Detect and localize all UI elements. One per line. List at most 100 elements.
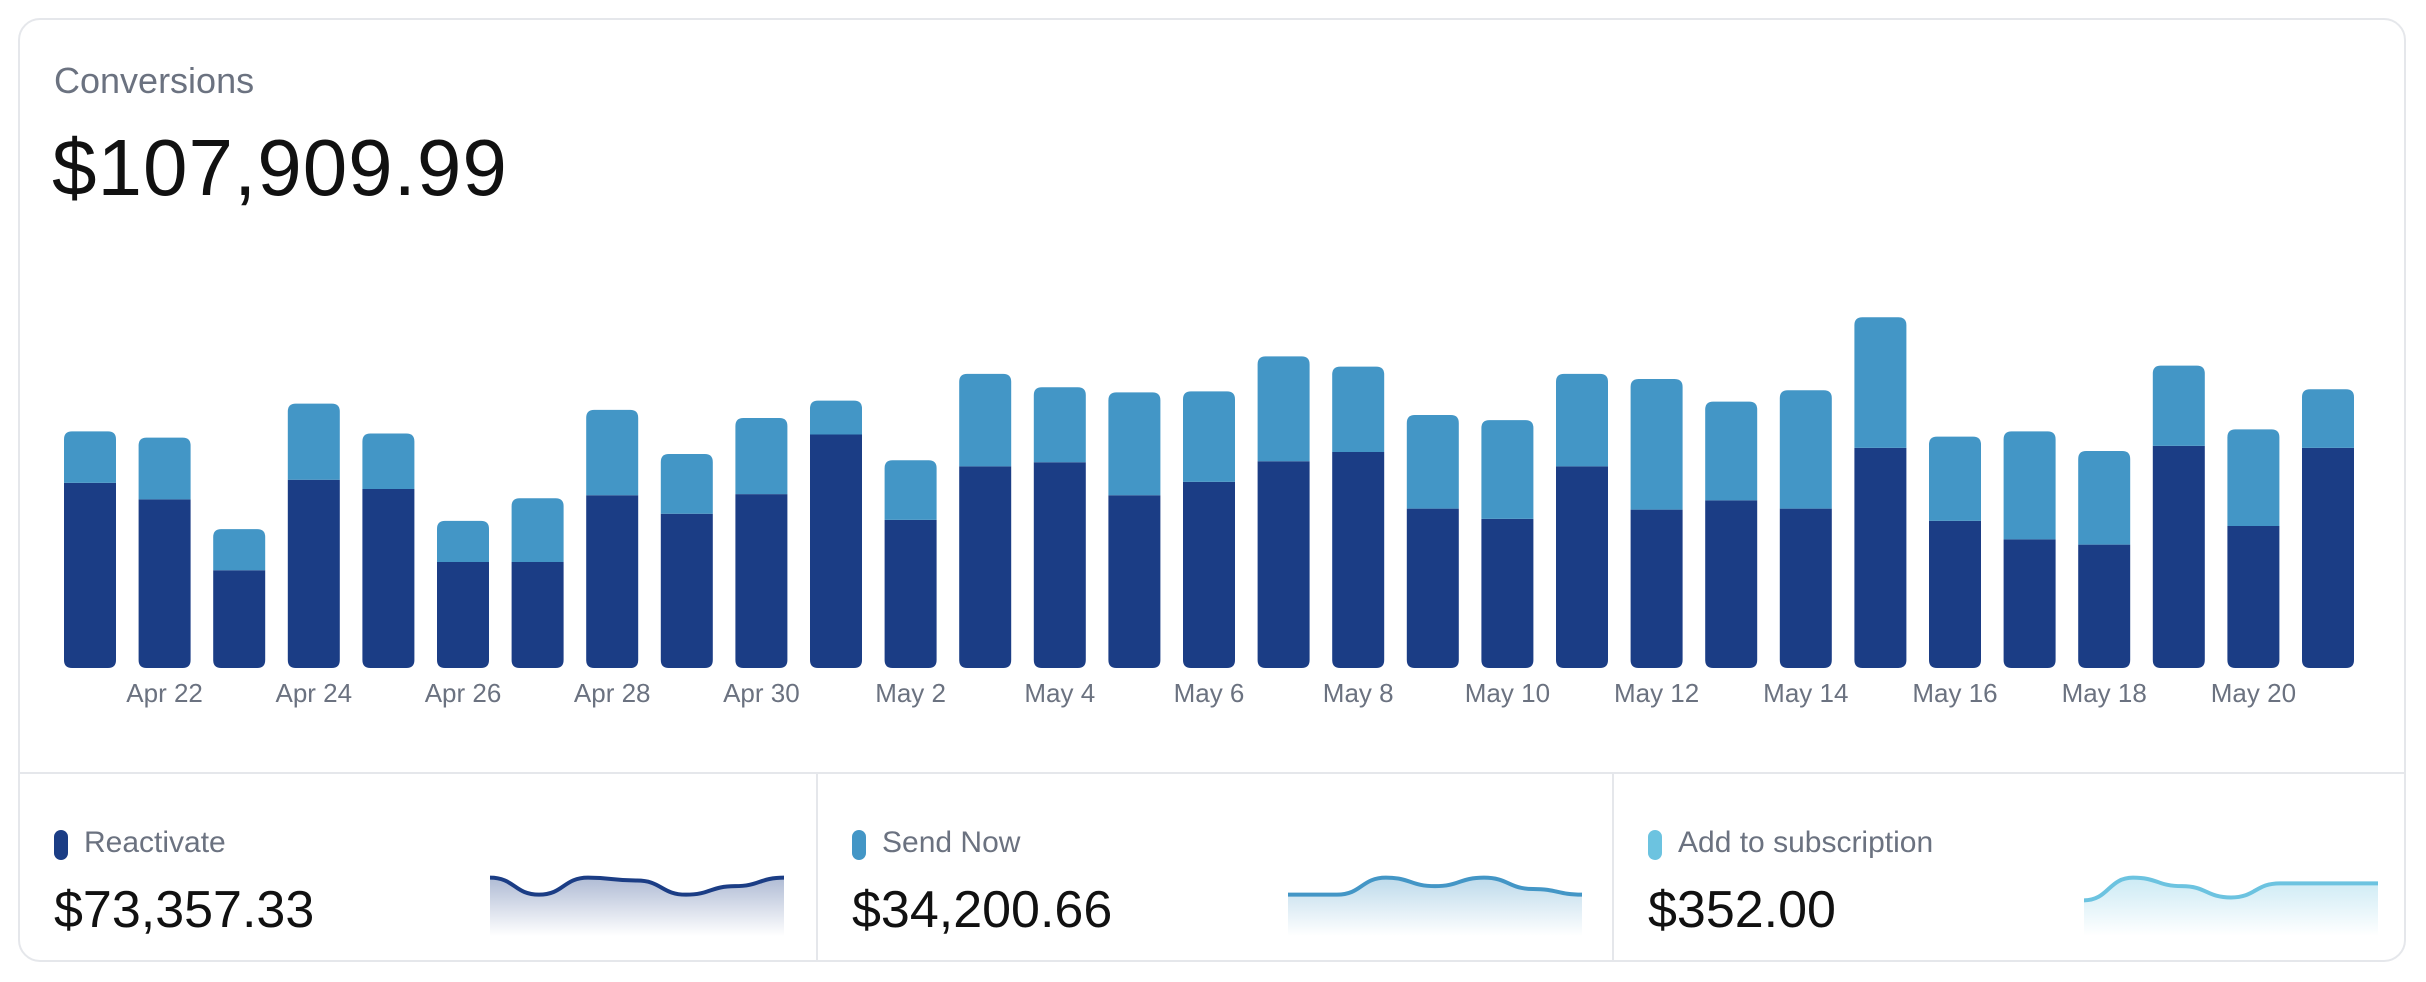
x-tick-label: May 14	[1763, 678, 1848, 708]
bar-segment-reactivate[interactable]	[138, 499, 191, 668]
bar-segment-send-now[interactable]	[138, 437, 191, 500]
bar-segment-send-now[interactable]	[1481, 420, 1534, 519]
legend-label-send-now: Send Now	[882, 826, 1021, 859]
divider	[20, 772, 2404, 774]
bar-segment-reactivate[interactable]	[2227, 526, 2280, 668]
bar-segment-send-now[interactable]	[2078, 450, 2131, 545]
legend-value-send-now: $34,200.66	[852, 881, 1113, 939]
total-value: $107,909.99	[52, 123, 508, 212]
sparkline-add-to-subscription	[2084, 875, 2378, 936]
x-tick-label: May 20	[2211, 678, 2296, 708]
bar-segment-reactivate[interactable]	[64, 482, 116, 668]
summary-add-to-subscription: Add to subscription $352.00	[1614, 774, 2404, 960]
bar-segment-send-now[interactable]	[2302, 389, 2354, 448]
sparkline-area	[2084, 877, 2378, 936]
bar-segment-send-now[interactable]	[735, 418, 788, 495]
bar-segment-reactivate[interactable]	[2152, 445, 2205, 668]
bar-segment-send-now[interactable]	[437, 520, 489, 563]
bar-segment-reactivate[interactable]	[511, 562, 564, 668]
bar-segment-send-now[interactable]	[1033, 387, 1086, 463]
bar-segment-send-now[interactable]	[213, 529, 266, 571]
bar-segment-send-now[interactable]	[660, 454, 713, 514]
bar-segment-reactivate[interactable]	[1556, 466, 1608, 668]
bar-segment-send-now[interactable]	[2152, 365, 2205, 446]
bar-segment-reactivate[interactable]	[437, 562, 489, 668]
legend-value-reactivate: $73,357.33	[54, 881, 315, 939]
bar-segment-reactivate[interactable]	[660, 513, 713, 668]
bar-segment-reactivate[interactable]	[1854, 447, 1907, 668]
bar-segment-send-now[interactable]	[2003, 431, 2056, 540]
bar-segment-send-now[interactable]	[1257, 356, 1310, 462]
sparkline-line	[1288, 875, 1582, 897]
bar-segment-reactivate[interactable]	[1108, 495, 1161, 668]
x-tick-label: May 10	[1465, 678, 1550, 708]
bar-segment-send-now[interactable]	[1630, 378, 1683, 510]
legend-swatch-reactivate	[54, 830, 68, 860]
bar-segment-reactivate[interactable]	[213, 570, 266, 668]
summary-reactivate: Reactivate $73,357.33	[20, 774, 816, 960]
bar-segment-send-now[interactable]	[1406, 414, 1459, 509]
bar-segment-reactivate[interactable]	[2003, 539, 2056, 668]
sparkline-reactivate	[490, 875, 784, 936]
bar-segment-reactivate[interactable]	[735, 494, 788, 668]
legend-label-add-to-subscription: Add to subscription	[1678, 826, 1934, 859]
x-tick-label: May 16	[1912, 678, 1997, 708]
x-tick-label: May 8	[1323, 678, 1394, 708]
bar-segment-reactivate[interactable]	[1406, 508, 1459, 668]
bar-segment-send-now[interactable]	[884, 460, 937, 520]
bar-segment-reactivate[interactable]	[959, 466, 1012, 668]
legend-swatch-add-to-subscription	[1648, 830, 1662, 860]
sparkline-line	[2084, 875, 2378, 903]
bar-segment-send-now[interactable]	[810, 400, 862, 435]
bar-segment-reactivate[interactable]	[287, 479, 340, 668]
bar-segment-send-now[interactable]	[1332, 366, 1385, 452]
bar-segment-reactivate[interactable]	[1033, 462, 1086, 668]
bar-segment-reactivate[interactable]	[2078, 544, 2131, 668]
bar-segment-send-now[interactable]	[1705, 401, 1758, 501]
bar-segment-reactivate[interactable]	[1257, 461, 1310, 668]
bar-segment-send-now[interactable]	[287, 403, 340, 480]
bar-segment-reactivate[interactable]	[1183, 481, 1235, 668]
bar-segment-reactivate[interactable]	[362, 489, 415, 668]
bar-segment-reactivate[interactable]	[1705, 500, 1758, 668]
panel-separator	[816, 774, 818, 960]
bar-segment-send-now[interactable]	[1108, 392, 1161, 496]
x-tick-label: Apr 24	[275, 678, 352, 708]
bar-segment-reactivate[interactable]	[884, 519, 937, 668]
bar-segment-reactivate[interactable]	[1779, 508, 1832, 668]
x-tick-label: Apr 26	[425, 678, 502, 708]
panel-separator	[1612, 774, 1614, 960]
bar-segment-send-now[interactable]	[2227, 429, 2280, 527]
x-tick-label: May 4	[1024, 678, 1095, 708]
bar-segment-send-now[interactable]	[362, 433, 415, 490]
x-tick-label: Apr 28	[574, 678, 651, 708]
x-tick-label: Apr 30	[723, 678, 800, 708]
bar-segment-send-now[interactable]	[1854, 317, 1907, 448]
legend-label-reactivate: Reactivate	[84, 826, 226, 859]
bar-segment-reactivate[interactable]	[1929, 520, 1981, 668]
bar-segment-send-now[interactable]	[511, 498, 564, 563]
bar-segment-reactivate[interactable]	[586, 495, 639, 668]
x-tick-label: May 18	[2062, 678, 2147, 708]
sparkline-line	[490, 875, 784, 897]
legend-swatch-send-now	[852, 830, 866, 860]
bar-segment-send-now[interactable]	[959, 373, 1012, 467]
bar-segment-reactivate[interactable]	[810, 434, 862, 668]
bar-segment-reactivate[interactable]	[1630, 509, 1683, 668]
stacked-bar-chart: Apr 22 Apr 24 Apr 26 Apr 28 Apr 30 May 2 May 4…	[64, 317, 2354, 708]
bar-segment-send-now[interactable]	[1929, 436, 1981, 521]
bar-segment-reactivate[interactable]	[2302, 447, 2354, 668]
bar-segment-send-now[interactable]	[586, 409, 639, 496]
bar-segment-send-now[interactable]	[64, 431, 116, 483]
bar-segment-send-now[interactable]	[1183, 391, 1235, 482]
bar-segment-send-now[interactable]	[1779, 390, 1832, 509]
bar-segment-reactivate[interactable]	[1332, 452, 1385, 668]
bar-segment-reactivate[interactable]	[1481, 518, 1534, 668]
summary-send-now: Send Now $34,200.66	[818, 774, 1614, 960]
x-tick-label: May 12	[1614, 678, 1699, 708]
bar-segment-send-now[interactable]	[1556, 373, 1608, 467]
card-title: Conversions	[54, 60, 255, 101]
x-tick-label: May 6	[1174, 678, 1245, 708]
sparkline-area	[1288, 877, 1582, 936]
legend-value-add-to-subscription: $352.00	[1648, 881, 1836, 939]
